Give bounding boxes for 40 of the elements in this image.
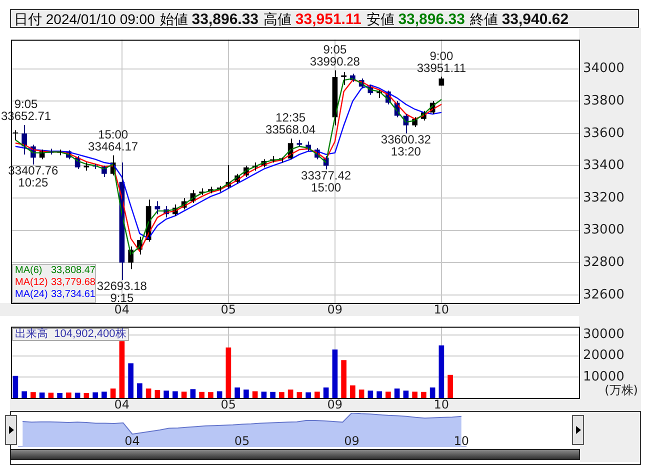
x-tick-label: 04 (114, 397, 130, 412)
annotation: 15:00 33464.17 (88, 127, 138, 154)
y-tick-label: 34000 (583, 61, 624, 76)
x-tick-label: 05 (234, 434, 250, 448)
y-tick-label: 33800 (583, 94, 624, 109)
y-tick-label: 33400 (583, 158, 624, 174)
x-tick-label: 09 (327, 397, 343, 412)
text: 終値 33,940.62 (470, 11, 569, 28)
text: MA(6) 33,808.47 (15, 265, 96, 277)
x-tick-label: 05 (220, 302, 236, 316)
x-tick-label: 09 (344, 434, 360, 448)
text: 高値 33,951.11 (264, 11, 362, 28)
annotation: 33600.32 13:20 (380, 132, 432, 158)
y-tick-label: 33000 (583, 222, 624, 238)
chart-title: 日付 2024/01/10 09:00 (14, 11, 155, 27)
x-tick-label: 10 (454, 434, 470, 448)
y-tick-label: 20000 (583, 348, 624, 364)
x-tick-label: 05 (220, 397, 236, 412)
x-tick-label: 09 (327, 302, 343, 316)
y-tick-label: 33200 (583, 190, 624, 206)
annotation: 12:35 33568.04 (266, 110, 316, 137)
text: 安値 33,896.33 (366, 11, 465, 28)
x-tick-label: 10 (434, 397, 450, 412)
x-tick-label: 10 (434, 302, 450, 316)
annotation: 33377.42 15:00 (301, 168, 352, 194)
annotation: 32693.18 9:15 (96, 278, 148, 305)
text: MA(12) 33,779.68 (15, 277, 96, 289)
annotation: 9:05 33990.28 (310, 42, 360, 68)
y-tick-label: 30000 (583, 327, 624, 342)
y-tick-label: 10000 (583, 369, 624, 384)
x-tick-label: 04 (114, 302, 130, 316)
text: 始値 33,896.33 (160, 11, 259, 28)
chart-title: 出来高 104,902,400株 (12, 328, 130, 341)
x-tick-label: 04 (124, 434, 140, 448)
text: MA(24) 33,734.61 (15, 289, 96, 301)
y-tick-label: 33600 (583, 126, 624, 141)
y-tick-label: 32800 (583, 255, 624, 270)
annotation: 9:00 33951.11 (416, 48, 466, 75)
y-tick-label: 32600 (583, 287, 624, 302)
y-axis-title: (万株) (604, 383, 638, 397)
